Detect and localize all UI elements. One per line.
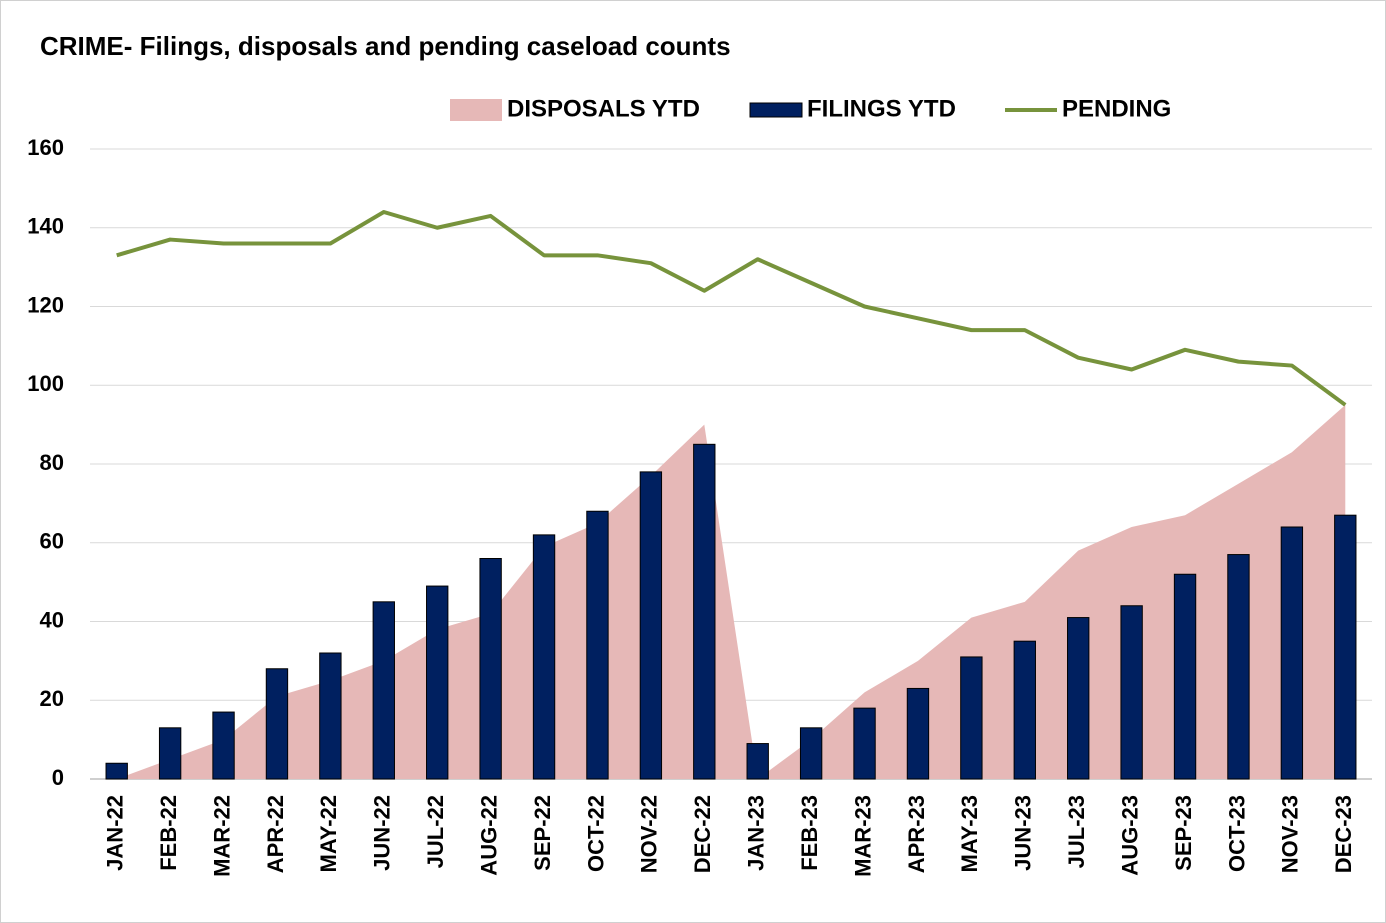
x-tick-label: JUL-23 (1064, 795, 1089, 868)
x-tick-label: JUL-22 (423, 795, 448, 868)
bar (319, 652, 342, 780)
bar (1227, 554, 1250, 780)
y-tick-label: 140 (27, 214, 64, 239)
legend-swatch (450, 99, 502, 121)
x-tick-label: AUG-23 (1117, 795, 1142, 876)
bar (158, 727, 182, 780)
x-tick-label: MAR-23 (850, 795, 875, 877)
bar (479, 558, 502, 780)
bar (372, 601, 395, 780)
y-tick-label: 160 (27, 135, 64, 160)
x-tick-label: JAN-23 (744, 795, 769, 871)
x-tick-label: OCT-23 (1224, 795, 1249, 872)
y-tick-label: 60 (40, 529, 64, 554)
y-tick-label: 0 (52, 765, 64, 790)
bar (960, 656, 983, 780)
y-tick-label: 40 (40, 607, 64, 632)
legend-label: PENDING (1062, 95, 1171, 122)
y-tick-label: 80 (40, 450, 64, 475)
x-tick-label: JUN-23 (1011, 795, 1036, 871)
bar (1280, 526, 1304, 780)
x-tick-label: JAN-22 (103, 795, 128, 871)
x-tick-label: JUN-22 (370, 795, 395, 871)
x-tick-label: NOV-23 (1278, 795, 1303, 873)
bar (1334, 514, 1357, 780)
x-tick-label: MAY-22 (316, 795, 341, 872)
x-tick-label: APR-23 (904, 795, 929, 873)
x-tick-label: SEP-22 (530, 795, 555, 871)
bar (1013, 640, 1036, 780)
y-tick-label: 100 (27, 371, 64, 396)
y-tick-label: 20 (40, 686, 64, 711)
x-tick-label: SEP-23 (1171, 795, 1196, 871)
bar (212, 711, 235, 780)
bar (532, 534, 556, 780)
legend-swatch (749, 102, 803, 118)
bar (265, 668, 289, 780)
x-tick-label: DEC-23 (1331, 795, 1356, 873)
bar (853, 707, 876, 780)
x-tick-label: AUG-22 (476, 795, 501, 876)
chart-title: CRIME- Filings, disposals and pending ca… (40, 31, 731, 61)
bar (105, 762, 128, 780)
bar (586, 510, 609, 780)
y-tick-label: 120 (27, 292, 64, 317)
bar (1067, 617, 1090, 780)
x-tick-label: NOV-22 (637, 795, 662, 873)
x-tick-label: FEB-22 (156, 795, 181, 871)
bar (746, 743, 769, 780)
bar (906, 687, 930, 780)
x-tick-label: OCT-22 (583, 795, 608, 872)
x-tick-label: APR-22 (263, 795, 288, 873)
x-tick-label: MAY-23 (957, 795, 982, 872)
legend-label: FILINGS YTD (807, 95, 956, 122)
bar (1120, 605, 1143, 780)
x-tick-label: DEC-22 (690, 795, 715, 873)
bar (1173, 573, 1197, 780)
legend-label: DISPOSALS YTD (507, 95, 700, 122)
bar (799, 727, 823, 780)
bar (693, 443, 716, 780)
x-tick-label: MAR-22 (209, 795, 234, 877)
x-tick-label: FEB-23 (797, 795, 822, 871)
bar (639, 471, 663, 780)
line (116, 210, 1347, 407)
area (116, 404, 1346, 779)
bar (426, 585, 449, 780)
